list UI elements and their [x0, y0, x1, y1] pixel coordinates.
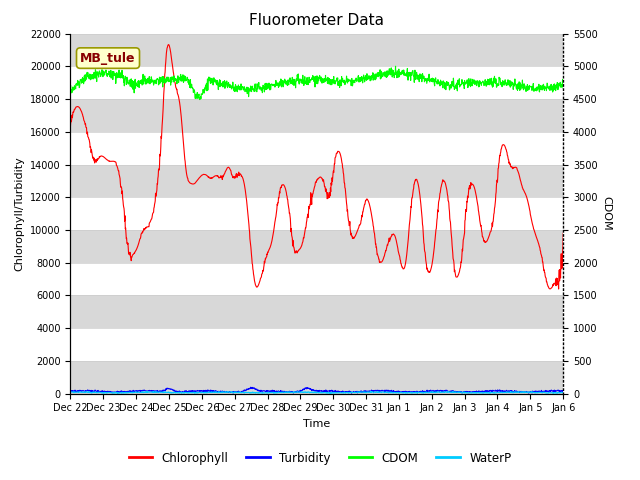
- Bar: [70, 230, 563, 263]
- Y-axis label: CDOM: CDOM: [602, 196, 612, 231]
- Legend: Chlorophyll, Turbidity, CDOM, WaterP: Chlorophyll, Turbidity, CDOM, WaterP: [124, 447, 516, 469]
- Bar: [70, 34, 563, 66]
- Bar: [70, 165, 563, 197]
- Bar: [70, 263, 563, 295]
- Bar: [70, 361, 563, 394]
- Bar: [70, 197, 563, 230]
- Bar: [70, 328, 563, 361]
- Text: MB_tule: MB_tule: [80, 51, 136, 65]
- Bar: [70, 99, 563, 132]
- Title: Fluorometer Data: Fluorometer Data: [250, 13, 384, 28]
- Bar: [70, 132, 563, 165]
- X-axis label: Time: Time: [303, 419, 330, 429]
- Y-axis label: Chlorophyll/Turbidity: Chlorophyll/Turbidity: [14, 156, 24, 271]
- Bar: [70, 295, 563, 328]
- Bar: [70, 66, 563, 99]
